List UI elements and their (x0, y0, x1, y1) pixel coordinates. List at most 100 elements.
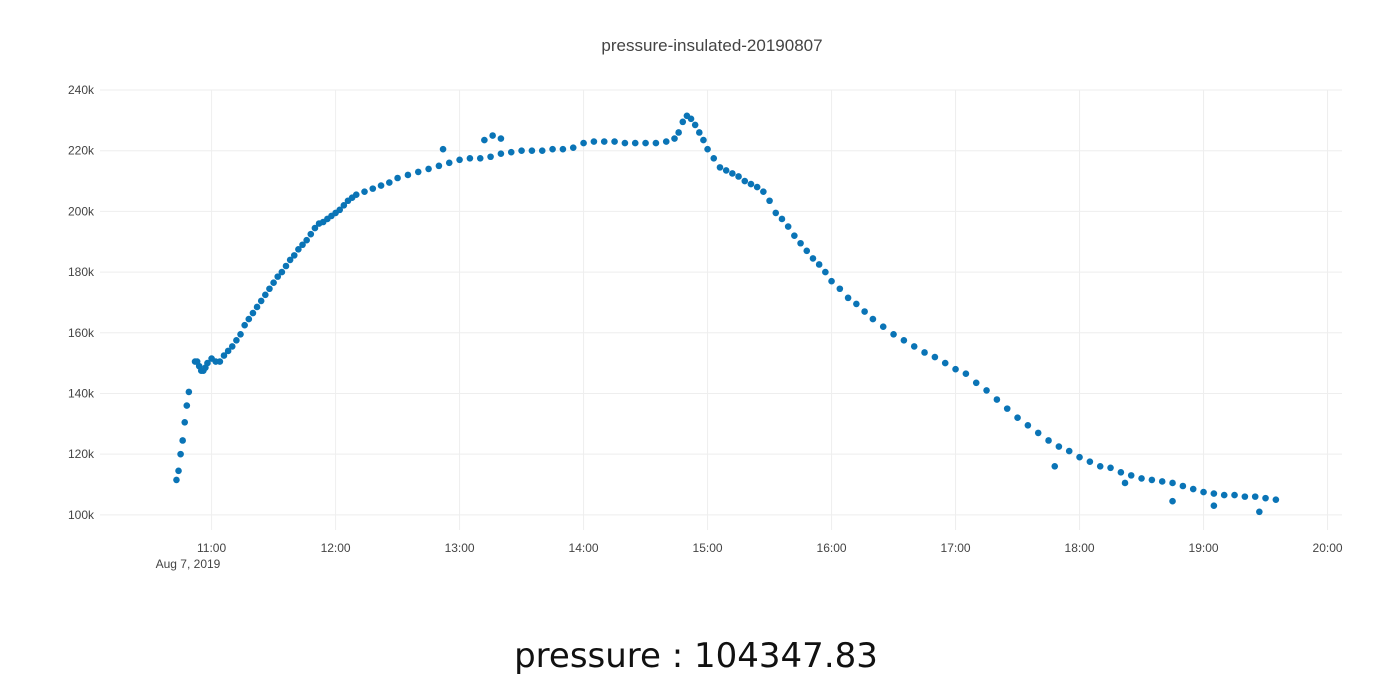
data-point (972, 379, 980, 387)
data-point (456, 156, 463, 164)
data-point (696, 129, 703, 136)
data-point (253, 303, 261, 311)
x-tick-label: 20:00 (1313, 541, 1343, 555)
data-point (241, 321, 248, 329)
data-point (679, 118, 687, 126)
data-point (435, 162, 443, 170)
y-tick-label: 100k (68, 508, 95, 522)
data-point (528, 147, 536, 154)
data-point (797, 239, 804, 247)
data-point (245, 315, 253, 323)
data-point (185, 388, 193, 396)
x-tick-label: 18:00 (1065, 541, 1095, 555)
data-point (910, 343, 918, 350)
data-point (611, 138, 618, 145)
data-point (590, 138, 598, 145)
data-point (507, 148, 515, 156)
data-point (1096, 462, 1104, 470)
data-point (559, 145, 567, 153)
data-point (1055, 443, 1063, 450)
data-point (784, 223, 792, 230)
data-point (282, 262, 290, 270)
data-point (299, 241, 306, 249)
x-axis-ticks: 11:00 12:00 13:00 14:00 15:00 16:00 17:00 18:00… (197, 541, 1343, 555)
data-point (1251, 493, 1259, 500)
data-point (809, 255, 817, 262)
data-point (1003, 405, 1011, 412)
data-point (1051, 462, 1059, 470)
data-point (220, 352, 228, 359)
data-point (179, 437, 186, 444)
data-point (890, 330, 897, 338)
data-point (204, 359, 211, 367)
data-point (266, 285, 273, 293)
data-point (476, 154, 484, 162)
data-point (962, 370, 970, 378)
data-point (600, 138, 608, 145)
data-point (704, 145, 711, 153)
data-point (445, 159, 453, 167)
data-point (425, 165, 432, 173)
data-point (642, 139, 649, 147)
data-point (1262, 494, 1269, 502)
data-point (729, 170, 736, 177)
data-point (1024, 422, 1032, 429)
data-point (307, 230, 315, 238)
data-point (844, 294, 852, 302)
data-point (216, 358, 224, 365)
data-point (710, 154, 718, 162)
data-point (1241, 493, 1249, 500)
x-tick-label: 19:00 (1189, 541, 1219, 555)
y-tick-label: 160k (68, 326, 95, 340)
data-point (1076, 453, 1083, 461)
x-tick-label: 12:00 (321, 541, 351, 555)
data-point (747, 180, 755, 188)
data-point (1200, 488, 1207, 496)
chart-title: pressure-insulated-20190807 (601, 36, 822, 55)
data-point (687, 115, 695, 123)
data-point (274, 273, 282, 280)
data-point (270, 279, 277, 286)
data-point (257, 297, 265, 305)
x-tick-label: 16:00 (817, 541, 847, 555)
data-point (1086, 458, 1094, 466)
data-point (1210, 502, 1218, 510)
data-point (1117, 469, 1125, 476)
data-point (753, 183, 761, 191)
data-point (772, 209, 780, 217)
data-point (791, 232, 798, 239)
data-point (249, 309, 257, 317)
data-point (262, 291, 269, 299)
data-point (497, 150, 505, 158)
data-point (228, 343, 236, 350)
data-point (1210, 490, 1218, 497)
y-tick-label: 240k (68, 83, 95, 97)
x-tick-label: 15:00 (693, 541, 723, 555)
data-point (183, 402, 191, 409)
data-point (1121, 479, 1129, 487)
y-tick-label: 220k (68, 144, 95, 158)
data-point (1045, 437, 1052, 444)
x-tick-label: 17:00 (941, 541, 971, 555)
data-point (815, 261, 823, 268)
data-point (295, 246, 302, 253)
data-point (487, 153, 494, 161)
data-point (741, 177, 749, 185)
data-point (1169, 497, 1176, 505)
data-point (722, 167, 730, 174)
data-point (538, 147, 546, 154)
data-point (1272, 496, 1280, 503)
data-point (386, 179, 393, 186)
data-point (822, 268, 829, 276)
data-point (369, 185, 377, 192)
data-point (1107, 464, 1114, 472)
data-point (621, 139, 629, 147)
data-point (1189, 485, 1197, 493)
data-point (518, 147, 525, 154)
data-point (869, 315, 877, 323)
data-point (303, 236, 310, 244)
data-point (290, 252, 298, 259)
data-point (377, 182, 385, 189)
data-point (224, 347, 232, 355)
data-point (941, 359, 949, 367)
